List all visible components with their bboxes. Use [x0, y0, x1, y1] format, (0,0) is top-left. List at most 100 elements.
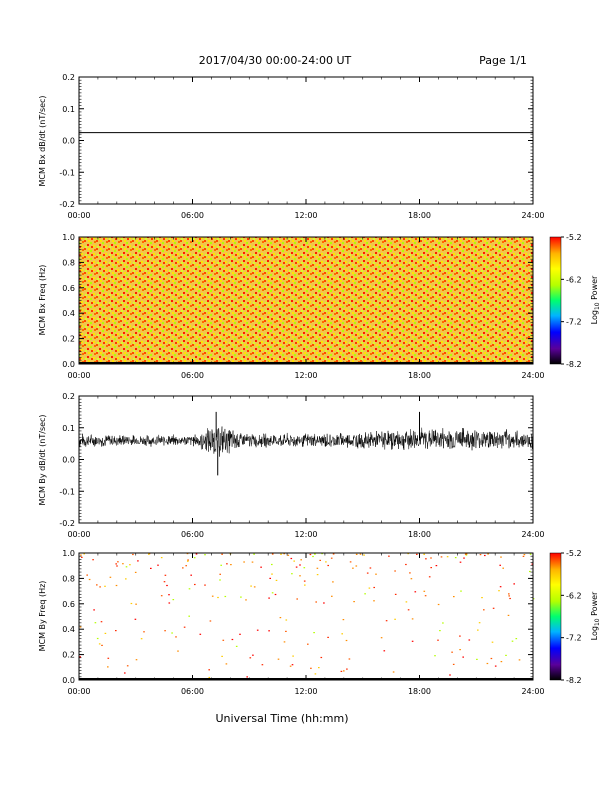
spectral-point: [135, 603, 137, 605]
spectral-point: [253, 553, 255, 555]
spectral-point: [269, 577, 271, 579]
spectral-point: [383, 650, 386, 652]
spectral-point: [243, 561, 245, 563]
spectral-point: [363, 554, 365, 556]
spectral-point: [453, 596, 455, 598]
spectral-point: [355, 565, 358, 567]
spectral-point: [352, 567, 354, 569]
spectral-point: [499, 564, 501, 566]
spectral-point: [148, 553, 150, 555]
spectral-point: [500, 661, 503, 663]
x-tick-label: 12:00: [294, 371, 317, 380]
colorbar-by: -5.2 -6.2 -7.2 -8.2 Log10 Power: [549, 549, 601, 685]
spectral-point: [341, 633, 343, 635]
spectral-point: [109, 576, 112, 578]
panel-by-dbdt: MCM By dB/dt (nT/sec) 0.20.10.0-0.1-0.2 …: [38, 392, 545, 539]
spectral-point: [385, 620, 388, 622]
spectral-point: [287, 554, 290, 556]
y-ticks: 0.2 0.1 0.0 -0.1 -0.2: [59, 73, 533, 209]
spectral-point: [94, 622, 97, 624]
spectral-point: [194, 583, 196, 586]
spectral-point: [101, 644, 103, 646]
spectral-point: [79, 656, 81, 658]
spectral-point: [280, 553, 282, 555]
panel-bx-freq: MCM Bx Freq (Hz) 1.0 0.8 0.6 0.4 0.2 0.0 00:0…: [38, 233, 545, 380]
spectral-point: [129, 564, 131, 566]
spectral-point: [226, 563, 228, 565]
spectral-point: [392, 671, 395, 673]
colorbar-tick-label: -6.2: [566, 591, 582, 600]
y-axis-label: MCM By dB/dt (nT/sec): [38, 414, 47, 505]
spectral-point: [353, 601, 355, 603]
colorbar-tick-label: -7.2: [566, 634, 582, 643]
spectral-point: [83, 553, 85, 555]
spectral-point: [283, 553, 285, 555]
spectral-point: [239, 633, 241, 635]
spectral-point: [125, 566, 128, 568]
spectral-point: [388, 555, 390, 557]
spectral-point: [249, 657, 252, 659]
spectral-point: [423, 553, 425, 555]
y-ticks: 0.2 0.1 0.0 -0.1 -0.2: [59, 392, 533, 528]
x-tick-label: 24:00: [521, 687, 544, 696]
spectral-point: [375, 573, 377, 575]
y-tick-label: 0.8: [62, 258, 75, 267]
spectral-point: [452, 663, 455, 665]
spectral-point: [293, 560, 295, 562]
spectral-point: [230, 564, 232, 566]
x-ticks: 00:00 06:00 12:00 18:00 24:00: [67, 396, 545, 539]
spectral-point: [217, 596, 219, 599]
spectral-point: [484, 554, 486, 557]
spectral-point: [529, 570, 531, 573]
spectral-point: [98, 643, 101, 645]
spectral-point: [275, 579, 278, 581]
spectral-point: [185, 565, 187, 567]
spectral-point: [439, 630, 441, 632]
spectral-point: [411, 640, 414, 642]
spectral-point: [292, 655, 294, 657]
series-line: [78, 426, 534, 457]
spectral-point: [312, 555, 314, 558]
spectral-point: [80, 554, 82, 556]
spectral-point: [318, 667, 320, 669]
spectral-point: [490, 657, 493, 660]
spectral-point: [130, 602, 133, 605]
spectral-point: [476, 658, 478, 660]
page-indicator: Page 1/1: [479, 54, 527, 67]
spectral-point: [323, 602, 325, 604]
spectral-point: [166, 584, 168, 587]
spectral-point: [331, 595, 333, 597]
spectral-point: [481, 597, 483, 599]
spectral-point: [459, 635, 461, 637]
spectral-point: [224, 595, 227, 598]
panel-frame: [78, 395, 534, 524]
spectral-point: [290, 557, 293, 560]
spectral-point: [291, 573, 293, 575]
colorbar-tick-label: -7.2: [566, 318, 582, 327]
spectral-point: [168, 602, 171, 604]
spectral-point: [424, 595, 427, 597]
spectral-point: [188, 588, 191, 590]
spectral-point: [283, 641, 286, 643]
spectral-point: [478, 622, 481, 624]
spectral-point: [460, 590, 462, 592]
spectral-point: [531, 563, 534, 565]
spectral-point: [315, 601, 317, 603]
y-tick-label: -0.1: [59, 168, 75, 177]
spectral-point: [509, 597, 511, 600]
colorbar-label: Log10 Power: [590, 275, 601, 324]
spectral-point: [124, 672, 126, 674]
spectral-point: [394, 618, 396, 620]
spectral-point: [260, 566, 262, 568]
spectral-point: [134, 618, 137, 620]
spectral-point: [177, 650, 179, 652]
y-tick-label: 0.4: [62, 309, 75, 318]
spectral-point: [117, 561, 119, 563]
spectral-point: [134, 571, 137, 573]
spectral-point: [459, 561, 462, 563]
spectral-point: [359, 553, 362, 555]
spectral-point: [463, 557, 465, 559]
spectral-point: [446, 556, 449, 558]
spectral-point: [96, 637, 99, 640]
spectral-point: [295, 566, 298, 568]
